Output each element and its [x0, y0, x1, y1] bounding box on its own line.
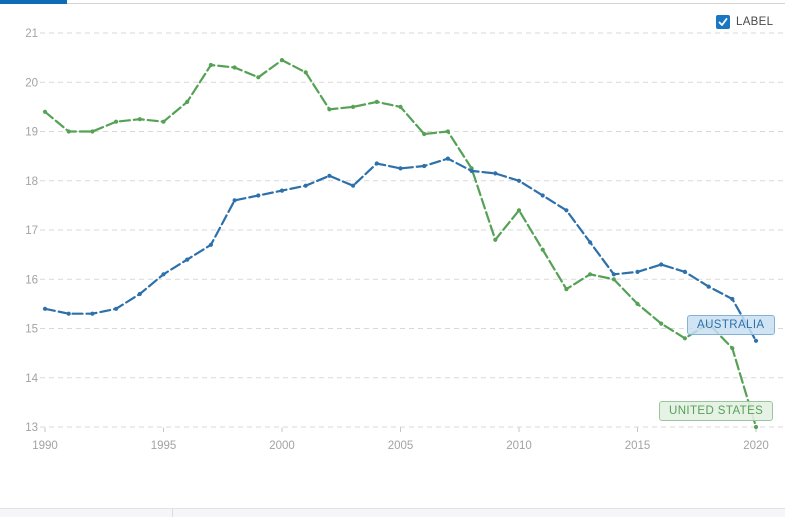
y-axis-tick-label: 15 — [25, 324, 38, 336]
data-point-australia — [66, 311, 71, 316]
data-point-australia — [730, 296, 735, 302]
data-point-united-states — [445, 129, 450, 134]
data-point-australia — [469, 168, 474, 173]
x-axis-tick-label: 2000 — [269, 440, 295, 452]
data-point-australia — [114, 306, 119, 311]
y-axis-tick-label: 13 — [25, 422, 38, 434]
y-axis-tick-label: 19 — [25, 127, 38, 139]
data-point-australia — [516, 178, 522, 183]
y-axis-tick-label: 21 — [25, 28, 38, 40]
data-point-australia — [185, 257, 190, 262]
data-point-australia — [493, 171, 498, 176]
data-point-united-states — [42, 109, 48, 114]
data-point-united-states — [753, 424, 759, 430]
data-point-united-states — [256, 75, 261, 80]
label-toggle[interactable]: LABEL — [716, 15, 773, 29]
data-point-united-states — [208, 62, 213, 68]
data-point-australia — [659, 262, 664, 267]
series-line-united-states — [43, 59, 758, 429]
x-axis-tick-label: 2015 — [625, 440, 651, 452]
data-point-australia — [351, 183, 356, 188]
data-point-united-states — [730, 346, 735, 351]
y-axis-tick-label: 16 — [25, 274, 38, 286]
data-point-australia — [635, 269, 640, 274]
active-tab-indicator[interactable] — [0, 0, 67, 4]
data-point-australia — [445, 156, 450, 161]
data-point-australia — [327, 173, 332, 178]
data-point-australia — [256, 193, 261, 198]
y-axis-tick-label: 20 — [25, 77, 38, 89]
data-point-australia — [706, 284, 711, 289]
data-point-australia — [161, 272, 166, 277]
data-point-united-states — [540, 247, 545, 252]
x-axis-tick-label: 2005 — [388, 440, 414, 452]
data-point-united-states — [374, 99, 379, 104]
x-axis-tick-label: 2020 — [743, 440, 769, 452]
x-axis-tick-label: 1995 — [151, 440, 177, 452]
data-point-australia — [540, 193, 545, 198]
data-point-united-states — [137, 117, 142, 122]
checkbox-checked-icon[interactable] — [716, 15, 730, 29]
data-point-australia — [564, 208, 569, 213]
data-point-united-states — [327, 107, 332, 112]
data-point-united-states — [516, 208, 522, 213]
data-point-australia — [398, 166, 403, 171]
data-point-australia — [588, 240, 593, 245]
data-point-australia — [422, 163, 427, 169]
data-point-united-states — [114, 119, 119, 124]
data-point-united-states — [564, 287, 569, 292]
data-point-australia — [90, 311, 95, 316]
data-point-united-states — [90, 129, 95, 134]
data-point-united-states — [185, 99, 190, 104]
data-point-united-states — [303, 70, 308, 75]
top-divider — [67, 3, 785, 4]
data-point-australia — [232, 198, 237, 203]
bottom-panel-divider — [172, 509, 173, 517]
bottom-panel-strip — [0, 508, 785, 517]
line-chart-plot: 21 20 19 18 17 16 15 14 13 1990 1995 2000 2005 2010 20… — [25, 28, 785, 452]
data-point-united-states — [635, 301, 640, 306]
x-axis-tick-label: 2010 — [506, 440, 532, 452]
data-point-united-states — [422, 131, 427, 137]
x-axis-tick-label: 1990 — [32, 440, 58, 452]
data-point-united-states — [682, 336, 688, 341]
label-toggle-text: LABEL — [736, 16, 774, 28]
data-point-united-states — [611, 277, 616, 282]
data-point-australia — [303, 183, 308, 188]
data-point-australia — [753, 338, 759, 343]
data-point-united-states — [161, 119, 166, 124]
data-point-united-states — [351, 104, 356, 109]
data-point-united-states — [588, 272, 593, 277]
data-point-united-states — [659, 321, 664, 326]
data-point-australia — [137, 291, 142, 297]
data-point-united-states — [279, 58, 285, 63]
data-point-united-states — [493, 237, 498, 242]
y-axis-tick-label: 17 — [25, 225, 38, 237]
data-point-australia — [682, 269, 688, 274]
data-point-australia — [611, 272, 616, 277]
data-point-united-states — [232, 65, 237, 70]
series-label-australia: AUSTRALIA — [687, 315, 775, 335]
data-point-united-states — [66, 129, 71, 134]
y-axis-tick-label: 18 — [25, 176, 38, 188]
data-point-australia — [42, 306, 48, 311]
y-axis-tick-label: 14 — [25, 373, 38, 385]
data-point-united-states — [398, 104, 403, 109]
check-icon — [718, 18, 728, 26]
data-point-australia — [374, 161, 379, 166]
data-point-australia — [279, 188, 285, 193]
series-label-united-states: UNITED STATES — [659, 401, 774, 421]
data-point-australia — [208, 242, 213, 247]
